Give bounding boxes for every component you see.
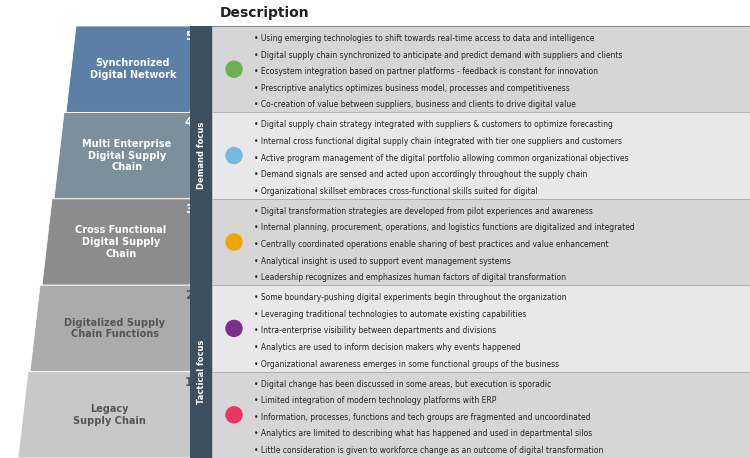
- Text: • Little consideration is given to workforce change as an outcome of digital tra: • Little consideration is given to workf…: [254, 446, 603, 455]
- Text: • Digital supply chain synchronized to anticipate and predict demand with suppli: • Digital supply chain synchronized to a…: [254, 50, 622, 60]
- Text: • Limited integration of modern technology platforms with ERP: • Limited integration of modern technolo…: [254, 396, 496, 405]
- Bar: [212, 199, 750, 285]
- Text: • Internal cross functional digital supply chain integrated with tier one suppli: • Internal cross functional digital supp…: [254, 137, 622, 146]
- Text: • Co-creation of value between suppliers, business and clients to drive digital : • Co-creation of value between suppliers…: [254, 100, 576, 109]
- Text: • Analytical insight is used to support event management systems: • Analytical insight is used to support …: [254, 256, 511, 266]
- Bar: [212, 285, 750, 371]
- Text: • Analytics are limited to describing what has happened and used in departmental: • Analytics are limited to describing wh…: [254, 430, 592, 438]
- Text: • Ecosystem integration based on partner platforms - feedback is constant for in: • Ecosystem integration based on partner…: [254, 67, 598, 76]
- Text: • Active program management of the digital portfolio allowing common organizatio: • Active program management of the digit…: [254, 153, 628, 163]
- Text: • Some boundary-pushing digital experiments begin throughout the organization: • Some boundary-pushing digital experime…: [254, 293, 566, 302]
- Text: Digitalized Supply
Chain Functions: Digitalized Supply Chain Functions: [64, 317, 166, 339]
- Circle shape: [226, 234, 242, 250]
- Circle shape: [226, 407, 242, 423]
- Bar: [212, 371, 750, 458]
- Text: 5: 5: [184, 30, 193, 43]
- Polygon shape: [30, 285, 200, 371]
- Text: • Organizational awareness emerges in some functional groups of the business: • Organizational awareness emerges in so…: [254, 360, 559, 369]
- Bar: [190, 26, 212, 458]
- Text: • Information, processes, functions and tech groups are fragmented and uncoordin: • Information, processes, functions and …: [254, 413, 590, 422]
- Bar: [212, 0, 750, 26]
- Text: Multi Enterprise
Digital Supply
Chain: Multi Enterprise Digital Supply Chain: [82, 139, 172, 172]
- Circle shape: [226, 61, 242, 77]
- Text: Cross Functional
Digital Supply
Chain: Cross Functional Digital Supply Chain: [75, 225, 166, 259]
- Polygon shape: [42, 199, 200, 285]
- Text: • Prescriptive analytics optimizes business model, processes and competitiveness: • Prescriptive analytics optimizes busin…: [254, 84, 570, 93]
- Text: • Leadership recognizes and emphasizes human factors of digital transformation: • Leadership recognizes and emphasizes h…: [254, 273, 566, 282]
- Polygon shape: [66, 26, 200, 112]
- Text: • Digital transformation strategies are developed from pilot experiences and awa: • Digital transformation strategies are …: [254, 207, 592, 216]
- Text: Legacy
Supply Chain: Legacy Supply Chain: [73, 404, 146, 425]
- Text: • Digital supply chain strategy integrated with suppliers & customers to optimiz: • Digital supply chain strategy integrat…: [254, 120, 613, 129]
- Text: 4: 4: [184, 116, 193, 130]
- Text: Tactical focus: Tactical focus: [196, 339, 206, 404]
- Text: • Digital change has been discussed in some areas, but execution is sporadic: • Digital change has been discussed in s…: [254, 380, 551, 388]
- Polygon shape: [191, 444, 211, 457]
- Polygon shape: [54, 112, 200, 199]
- Text: 3: 3: [184, 203, 193, 216]
- Circle shape: [226, 321, 242, 336]
- Text: • Demand signals are sensed and acted upon accordingly throughout the supply cha: • Demand signals are sensed and acted up…: [254, 170, 587, 179]
- Text: • Intra-enterprise visibility between departments and divisions: • Intra-enterprise visibility between de…: [254, 327, 496, 335]
- Text: • Using emerging technologies to shift towards real-time access to data and inte: • Using emerging technologies to shift t…: [254, 34, 594, 43]
- Text: • Analytics are used to inform decision makers why events happened: • Analytics are used to inform decision …: [254, 343, 520, 352]
- Text: 1: 1: [184, 376, 193, 388]
- Bar: [212, 112, 750, 199]
- Text: Demand focus: Demand focus: [196, 122, 206, 189]
- Text: • Organizational skillset embraces cross-functional skills suited for digital: • Organizational skillset embraces cross…: [254, 187, 538, 196]
- Bar: [212, 26, 750, 112]
- Text: 2: 2: [184, 289, 193, 302]
- Circle shape: [226, 147, 242, 164]
- Text: • Internal planning, procurement, operations, and logistics functions are digita: • Internal planning, procurement, operat…: [254, 224, 634, 232]
- Text: • Leveraging traditional technologies to automate existing capabilities: • Leveraging traditional technologies to…: [254, 310, 526, 319]
- Bar: [191, 442, 211, 446]
- Text: Synchronized
Digital Network: Synchronized Digital Network: [90, 59, 176, 80]
- Polygon shape: [18, 371, 200, 458]
- Text: • Centrally coordinated operations enable sharing of best practices and value en: • Centrally coordinated operations enabl…: [254, 240, 609, 249]
- Text: Description: Description: [220, 6, 310, 20]
